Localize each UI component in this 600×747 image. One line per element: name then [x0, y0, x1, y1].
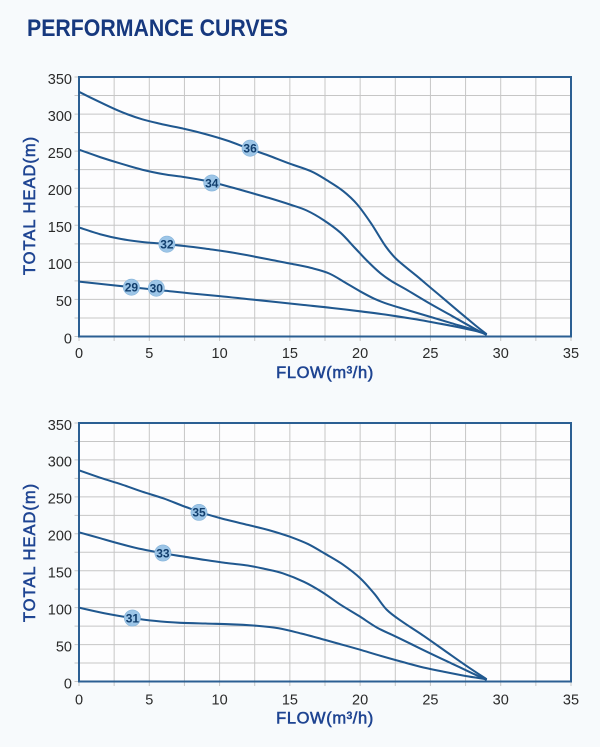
- svg-text:35: 35: [563, 693, 579, 709]
- svg-text:34: 34: [205, 176, 219, 190]
- svg-text:TOTAL HEAD(m): TOTAL HEAD(m): [21, 136, 39, 275]
- svg-text:5: 5: [145, 693, 153, 709]
- svg-text:FLOW(m³/h): FLOW(m³/h): [276, 364, 374, 382]
- svg-text:35: 35: [563, 346, 579, 362]
- svg-text:10: 10: [212, 693, 228, 709]
- svg-text:0: 0: [64, 676, 72, 692]
- svg-text:250: 250: [48, 146, 72, 162]
- svg-text:25: 25: [422, 346, 438, 362]
- svg-text:150: 150: [48, 220, 72, 236]
- svg-text:250: 250: [48, 492, 72, 508]
- svg-text:FLOW(m³/h): FLOW(m³/h): [276, 710, 374, 728]
- svg-text:200: 200: [48, 183, 72, 199]
- svg-text:15: 15: [282, 693, 298, 709]
- svg-text:0: 0: [64, 331, 72, 347]
- svg-text:0: 0: [75, 346, 83, 362]
- svg-text:35: 35: [192, 506, 206, 520]
- svg-text:100: 100: [48, 602, 72, 618]
- svg-text:30: 30: [493, 693, 509, 709]
- svg-text:15: 15: [282, 346, 298, 362]
- svg-text:0: 0: [75, 693, 83, 709]
- svg-text:100: 100: [48, 257, 72, 273]
- svg-text:20: 20: [352, 346, 368, 362]
- svg-text:30: 30: [150, 282, 164, 296]
- svg-text:200: 200: [48, 529, 72, 545]
- svg-text:150: 150: [48, 566, 72, 582]
- svg-text:TOTAL HEAD(m): TOTAL HEAD(m): [21, 483, 39, 622]
- svg-text:50: 50: [56, 294, 72, 310]
- svg-text:25: 25: [422, 693, 438, 709]
- svg-text:10: 10: [212, 346, 228, 362]
- svg-text:32: 32: [160, 238, 174, 252]
- svg-text:31: 31: [126, 611, 140, 625]
- svg-text:30: 30: [493, 346, 509, 362]
- svg-text:300: 300: [48, 109, 72, 125]
- svg-text:33: 33: [156, 546, 170, 560]
- svg-text:50: 50: [56, 639, 72, 655]
- svg-text:20: 20: [352, 693, 368, 709]
- svg-text:350: 350: [48, 72, 72, 88]
- svg-text:29: 29: [125, 281, 139, 295]
- svg-text:350: 350: [48, 418, 72, 434]
- svg-text:36: 36: [243, 142, 257, 156]
- svg-text:5: 5: [145, 346, 153, 362]
- svg-text:300: 300: [48, 455, 72, 471]
